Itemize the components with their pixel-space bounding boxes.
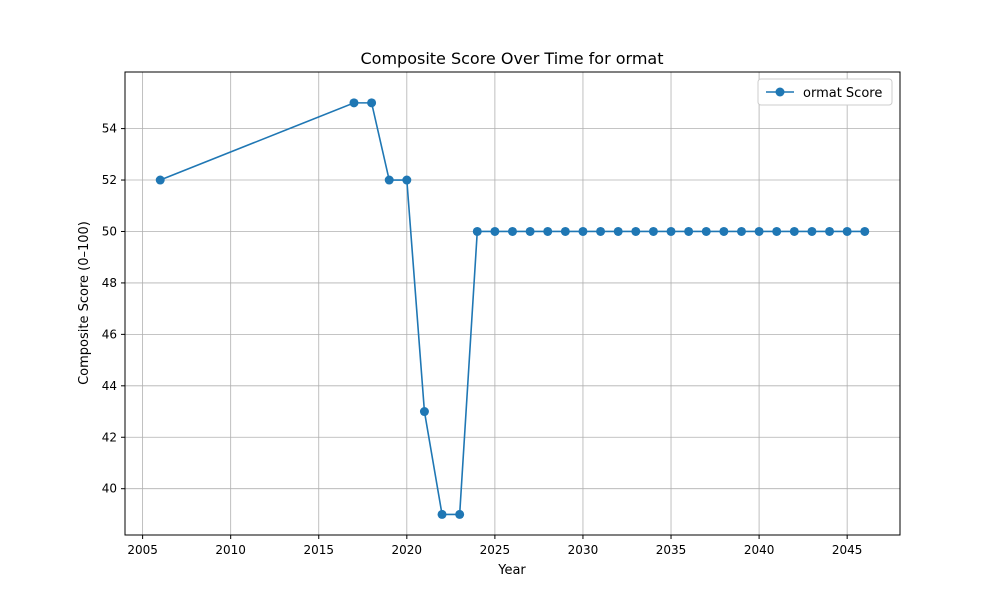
data-point <box>490 226 500 236</box>
data-point <box>807 226 817 236</box>
data-point <box>754 226 764 236</box>
data-point <box>155 175 165 185</box>
legend-label: ormat Score <box>803 86 882 101</box>
legend: ormat Score <box>757 78 893 106</box>
chart-title: Composite Score Over Time for ormat <box>360 49 663 68</box>
data-point <box>455 509 465 519</box>
data-point <box>349 98 359 108</box>
data-point <box>772 226 782 236</box>
data-point <box>525 226 535 236</box>
data-point <box>736 226 746 236</box>
data-point <box>666 226 676 236</box>
legend-point-marker <box>775 87 785 97</box>
data-point <box>472 226 482 236</box>
data-point <box>613 226 623 236</box>
plot-area-frame <box>124 71 901 536</box>
x-tick-label: 2025 <box>480 543 511 557</box>
y-axis-label: Composite Score (0–100) <box>77 221 92 385</box>
data-point <box>719 226 729 236</box>
legend-box <box>757 78 893 106</box>
data-point <box>648 226 658 236</box>
data-point <box>596 226 606 236</box>
data-point <box>860 226 870 236</box>
x-tick-label: 2020 <box>392 543 423 557</box>
y-tick-label: 46 <box>102 327 117 341</box>
grid <box>125 72 900 535</box>
y-tick-label: 54 <box>102 122 117 136</box>
x-tick-label: 2035 <box>656 543 687 557</box>
y-tick-label: 44 <box>102 379 117 393</box>
data-point <box>578 226 588 236</box>
data-point <box>560 226 570 236</box>
data-point <box>384 175 394 185</box>
data-point <box>701 226 711 236</box>
data-point <box>437 509 447 519</box>
y-tick-label: 40 <box>102 482 117 496</box>
data-point <box>825 226 835 236</box>
y-axis-ticks: 40 42 44 46 48 50 52 54 <box>102 122 125 496</box>
data-point <box>684 226 694 236</box>
series-group <box>155 98 870 519</box>
data-point <box>842 226 852 236</box>
x-tick-label: 2045 <box>832 543 863 557</box>
x-axis-label: Year <box>497 563 526 578</box>
data-point <box>402 175 412 185</box>
x-tick-label: 2040 <box>744 543 775 557</box>
x-tick-label: 2005 <box>127 543 158 557</box>
data-point <box>631 226 641 236</box>
y-tick-label: 48 <box>102 276 117 290</box>
y-tick-label: 42 <box>102 430 117 444</box>
data-point <box>367 98 377 108</box>
x-tick-label: 2010 <box>215 543 246 557</box>
data-point <box>508 226 517 236</box>
x-tick-label: 2030 <box>568 543 599 557</box>
data-point <box>789 226 799 236</box>
y-tick-label: 50 <box>102 224 117 238</box>
y-tick-label: 52 <box>102 173 117 187</box>
x-tick-label: 2015 <box>303 543 334 557</box>
data-point <box>419 407 429 417</box>
data-point <box>543 226 553 236</box>
x-axis-ticks: 2005 2010 2015 2020 2025 2030 2035 2040 2045 <box>127 535 862 557</box>
